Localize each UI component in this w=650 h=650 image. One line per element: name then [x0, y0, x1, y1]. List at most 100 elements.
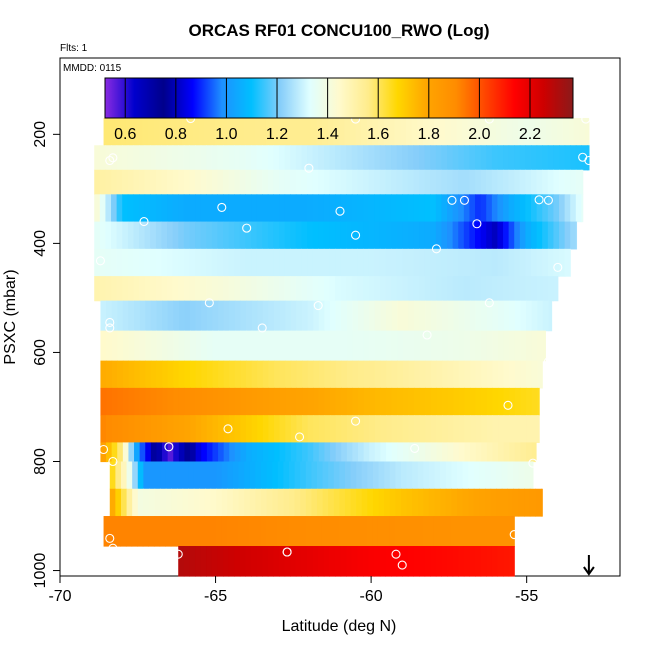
heatmap-cell-15-53 — [400, 516, 407, 547]
heatmap-cell-16-20 — [290, 546, 297, 577]
heatmap-cell-10-10 — [156, 387, 163, 416]
heatmap-cell-13-47 — [372, 461, 380, 490]
heatmap-cell-9-52 — [391, 360, 398, 389]
heatmap-cell-3-6 — [127, 194, 135, 223]
heatmap-cell-11-54 — [402, 415, 410, 444]
heatmap-cell-0-56 — [417, 117, 424, 146]
heatmap-cell-13-54 — [412, 461, 419, 490]
obs-point-7 — [304, 163, 314, 173]
heatmap-cell-6-30 — [262, 276, 269, 302]
heatmap-cell-6-51 — [379, 276, 387, 302]
heatmap-cell-2-25 — [234, 169, 241, 195]
heatmap-cell-6-41 — [323, 276, 331, 302]
heatmap-cell-13-15 — [193, 461, 200, 490]
heatmap-cell-3-9 — [144, 194, 151, 223]
heatmap-cell-5-83 — [559, 248, 566, 277]
heatmap-cell-11-32 — [279, 415, 286, 444]
heatmap-cell-0-30 — [271, 117, 278, 146]
obs-point-46 — [397, 560, 407, 570]
heatmap-cell-4-15 — [178, 221, 185, 250]
heatmap-cell-6-70 — [486, 276, 493, 302]
heatmap-cell-13-37 — [316, 461, 324, 490]
heatmap-cell-0-32 — [282, 117, 289, 146]
heatmap-cell-13-39 — [328, 461, 335, 490]
heatmap-cell-1-1 — [99, 145, 107, 171]
obs-point-24 — [484, 298, 494, 308]
heatmap-cell-1-3 — [111, 145, 118, 171]
heatmap-cell-10-64 — [458, 387, 466, 416]
heatmap-cell-4-53 — [391, 221, 398, 250]
heatmap-cell-4-1 — [99, 221, 107, 250]
heatmap-cell-4-49 — [368, 221, 375, 250]
heatmap-cell-8-31 — [274, 330, 281, 362]
heatmap-cell-7-74 — [514, 300, 522, 332]
heatmap-cell-1-17 — [189, 145, 196, 171]
heatmap-cell-14-4 — [132, 488, 139, 517]
heatmap-cell-1-37 — [301, 145, 308, 171]
heatmap-cell-6-34 — [284, 276, 291, 302]
heatmap-cell-10-23 — [229, 387, 236, 416]
heatmap-cell-8-2 — [111, 330, 118, 362]
obs-point-27 — [257, 323, 267, 333]
heatmap-cell-1-76 — [519, 145, 527, 171]
heatmap-cell-5-81 — [547, 248, 555, 277]
heatmap-cell-9-61 — [442, 360, 449, 389]
heatmap-cell-16-32 — [357, 546, 364, 577]
heatmap-cell-12-59 — [430, 442, 438, 463]
heatmap-cell-11-45 — [352, 415, 359, 444]
heatmap-cell-16-30 — [346, 546, 353, 577]
heatmap-cell-13-10 — [165, 461, 172, 490]
heatmap-cell-8-44 — [346, 330, 354, 362]
heatmap-cell-1-0 — [94, 145, 101, 171]
heatmap-cell-6-33 — [279, 276, 286, 302]
heatmap-cell-16-35 — [374, 546, 381, 577]
heatmap-cell-1-43 — [335, 145, 342, 171]
heatmap-cell-5-31 — [267, 248, 275, 277]
heatmap-cell-14-38 — [322, 488, 329, 517]
heatmap-cell-2-85 — [570, 169, 577, 195]
heatmap-cell-10-7 — [139, 387, 146, 416]
heatmap-cell-14-54 — [412, 488, 419, 517]
heatmap-cell-12-47 — [363, 442, 370, 463]
obs-point-44 — [282, 547, 292, 557]
heatmap-cell-3-67 — [469, 194, 476, 223]
heatmap-cell-0-46 — [361, 117, 368, 146]
heatmap-cell-10-74 — [514, 387, 522, 416]
heatmap-cell-1-23 — [223, 145, 230, 171]
heatmap-cell-12-13 — [173, 442, 180, 463]
heatmap-cell-12-1 — [106, 442, 113, 463]
heatmap-cell-10-65 — [464, 387, 471, 416]
heatmap-cell-11-21 — [218, 415, 225, 444]
heatmap-cell-0-31 — [277, 117, 284, 146]
heatmap-cell-12-46 — [358, 442, 365, 463]
heatmap-cell-2-35 — [290, 169, 297, 195]
heatmap-cell-8-71 — [498, 330, 505, 362]
heatmap-cell-9-38 — [313, 360, 320, 389]
heatmap-cell-7-30 — [268, 300, 275, 332]
heatmap-cell-15-26 — [249, 516, 256, 547]
heatmap-cell-7-36 — [302, 300, 309, 332]
heatmap-cell-3-40 — [318, 194, 325, 223]
heatmap-cell-6-72 — [497, 276, 504, 302]
heatmap-cell-10-45 — [352, 387, 359, 416]
obs-point-21 — [95, 256, 105, 266]
heatmap-cell-4-25 — [234, 221, 241, 250]
heatmap-cell-16-19 — [284, 546, 291, 577]
heatmap-cell-10-62 — [447, 387, 454, 416]
heatmap-cell-4-40 — [318, 221, 325, 250]
heatmap-cell-12-57 — [419, 442, 426, 463]
heatmap-cell-14-5 — [137, 488, 144, 517]
heatmap-cell-2-56 — [407, 169, 415, 195]
heatmap-cell-9-32 — [279, 360, 286, 389]
heatmap-cell-3-15 — [178, 194, 185, 223]
heatmap-cell-15-47 — [366, 516, 373, 547]
heatmap-cell-13-18 — [210, 461, 217, 490]
heatmap-cell-14-27 — [260, 488, 268, 517]
heatmap-cell-13-23 — [238, 461, 245, 490]
heatmap-cell-1-68 — [475, 145, 482, 171]
heatmap-cell-4-70 — [486, 221, 493, 250]
heatmap-cell-13-75 — [529, 461, 534, 490]
heatmap-cell-0-83 — [568, 117, 575, 146]
heatmap-cell-3-82 — [553, 194, 560, 223]
heatmap-cell-11-51 — [386, 415, 393, 444]
